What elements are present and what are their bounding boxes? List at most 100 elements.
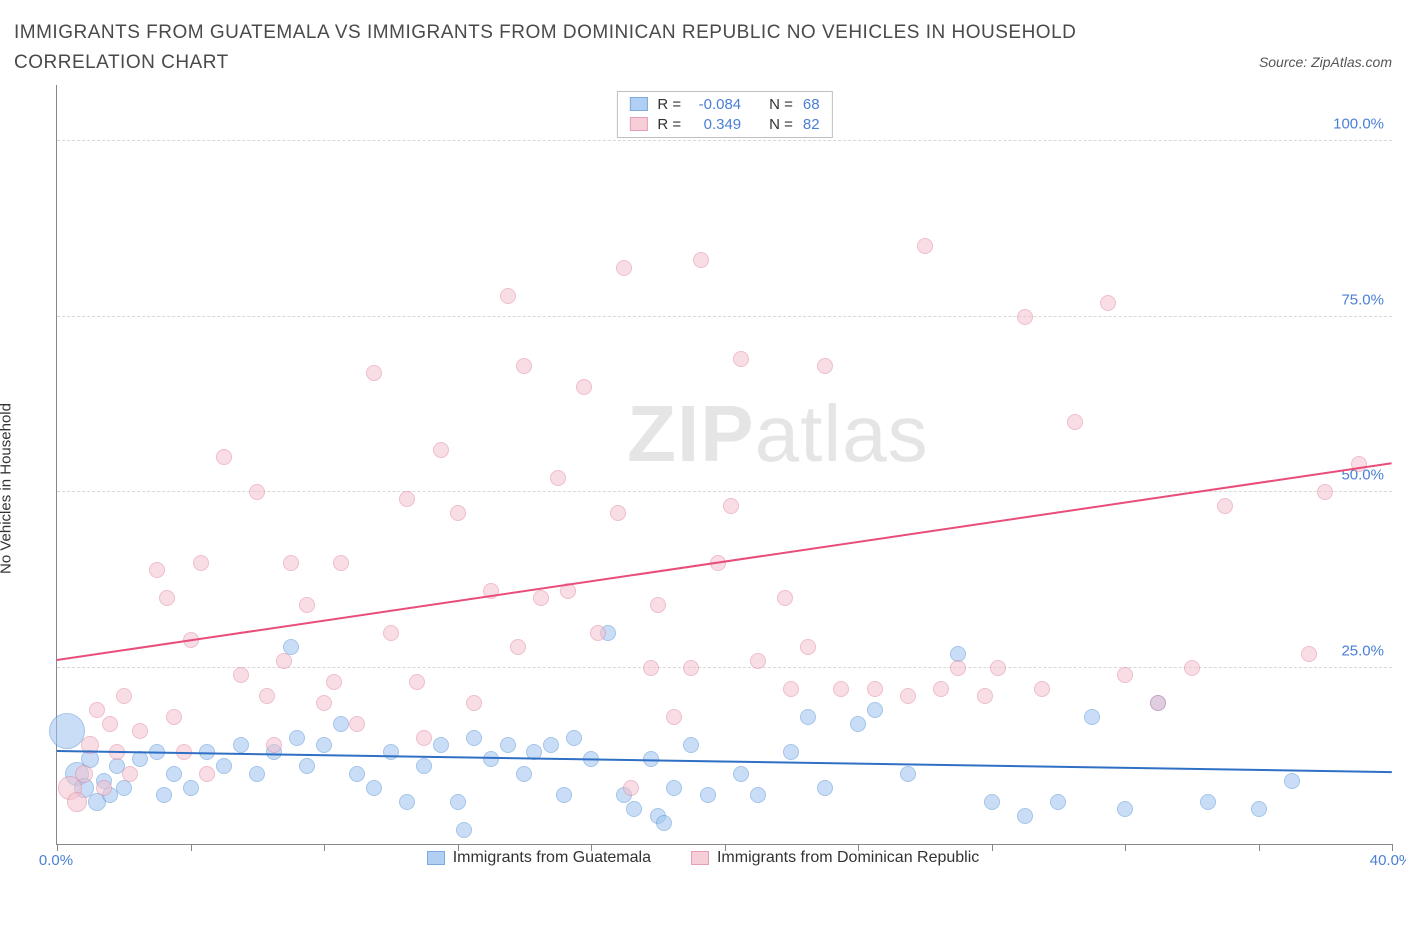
gridline [57,316,1392,317]
data-point [1100,295,1116,311]
data-point [977,688,993,704]
legend-label: Immigrants from Guatemala [453,849,651,867]
data-point [516,766,532,782]
data-point [656,815,672,831]
data-point [783,744,799,760]
data-point [366,365,382,381]
data-point [316,737,332,753]
data-point [383,744,399,760]
data-point [500,288,516,304]
legend-swatch [691,851,709,865]
data-point [289,730,305,746]
data-point [650,597,666,613]
legend-row: R =-0.084N =68 [629,96,819,113]
data-point [777,590,793,606]
data-point [683,737,699,753]
data-point [1050,794,1066,810]
data-point [750,787,766,803]
data-point [800,709,816,725]
data-point [383,625,399,641]
data-point [917,238,933,254]
data-point [450,505,466,521]
data-point [783,681,799,697]
gridline [57,140,1392,141]
data-point [833,681,849,697]
y-axis-label: No Vehicles in Household [0,403,15,574]
data-point [1017,309,1033,325]
source-label: Source: ZipAtlas.com [1259,54,1392,70]
data-point [850,716,866,732]
data-point [1200,794,1216,810]
data-point [733,766,749,782]
data-point [132,751,148,767]
x-tick-label: 40.0% [1370,852,1406,869]
data-point [1067,414,1083,430]
legend-item: Immigrants from Dominican Republic [691,849,979,867]
data-point [933,681,949,697]
data-point [1150,695,1166,711]
data-point [666,709,682,725]
data-point [900,688,916,704]
legend-label: Immigrants from Dominican Republic [717,849,979,867]
data-point [349,766,365,782]
data-point [1034,681,1050,697]
data-point [159,590,175,606]
data-point [193,555,209,571]
data-point [166,766,182,782]
legend-swatch [629,117,647,131]
data-point [576,379,592,395]
data-point [116,688,132,704]
data-point [516,358,532,374]
data-point [566,730,582,746]
data-point [723,498,739,514]
data-point [249,484,265,500]
data-point [733,351,749,367]
data-point [456,822,472,838]
data-point [984,794,1000,810]
data-point [466,730,482,746]
data-point [433,737,449,753]
data-point [299,597,315,613]
data-point [750,653,766,669]
data-point [1301,646,1317,662]
data-point [616,260,632,276]
data-point [1217,498,1233,514]
data-point [276,653,292,669]
data-point [433,442,449,458]
data-point [233,737,249,753]
data-point [510,639,526,655]
data-point [450,794,466,810]
data-point [116,780,132,796]
data-point [950,660,966,676]
chart-title: IMMIGRANTS FROM GUATEMALA VS IMMIGRANTS … [14,18,1134,79]
data-point [1251,801,1267,817]
watermark: ZIPatlas [627,388,928,480]
data-point [233,667,249,683]
data-point [199,766,215,782]
data-point [67,792,87,812]
data-point [75,765,93,783]
correlation-legend: R =-0.084N =68R =0.349N =82 [616,91,832,138]
data-point [693,252,709,268]
data-point [249,766,265,782]
legend-item: Immigrants from Guatemala [427,849,651,867]
data-point [867,702,883,718]
data-point [550,470,566,486]
data-point [216,449,232,465]
data-point [409,674,425,690]
data-point [122,766,138,782]
data-point [283,555,299,571]
data-point [1117,801,1133,817]
data-point [399,794,415,810]
data-point [626,801,642,817]
data-point [817,358,833,374]
data-point [266,737,282,753]
data-point [700,787,716,803]
data-point [259,688,275,704]
legend-swatch [629,97,647,111]
data-point [643,660,659,676]
data-point [349,716,365,732]
data-point [800,639,816,655]
y-tick-label: 25.0% [1341,643,1384,660]
data-point [333,716,349,732]
